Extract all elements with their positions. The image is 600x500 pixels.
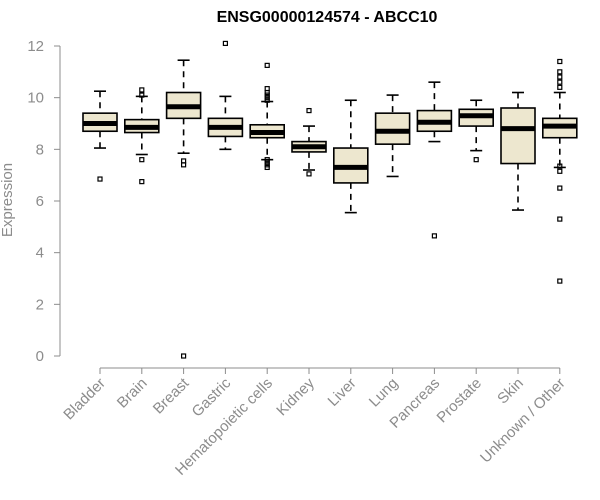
- box-group: [207, 40, 244, 151]
- box-group: [124, 87, 160, 185]
- outlier-point: [139, 179, 145, 185]
- outlier-point: [557, 168, 563, 174]
- box-group: [374, 94, 411, 178]
- y-tick-label: 10: [27, 90, 44, 107]
- outlier-point: [431, 233, 437, 239]
- box-group: [500, 91, 536, 211]
- chart-title: ENSG00000124574 - ABCC10: [217, 9, 438, 26]
- outlier-point: [306, 107, 312, 114]
- outlier-point: [264, 157, 270, 163]
- outlier-point: [557, 278, 563, 284]
- box-group: [165, 59, 202, 359]
- outlier-point: [181, 353, 187, 359]
- x-tick-label: Lung: [366, 375, 402, 411]
- boxes-group: [82, 40, 578, 359]
- x-tick-label: Kidney: [273, 374, 318, 419]
- x-tick-label: Prostate: [433, 375, 485, 427]
- x-tick-label: Liver: [325, 375, 360, 410]
- outlier-point: [139, 87, 145, 93]
- y-tick-label: 2: [36, 296, 44, 313]
- box-group: [291, 107, 327, 177]
- outlier-point: [181, 158, 187, 164]
- box-group: [458, 99, 495, 163]
- outlier-point: [473, 157, 479, 163]
- outlier-point: [306, 171, 312, 177]
- outlier-point: [222, 40, 228, 47]
- outlier-point: [97, 176, 103, 182]
- y-axis: 0 2 4 6 8 10 12: [27, 38, 61, 365]
- box-group: [82, 90, 118, 182]
- x-tick-label: Breast: [150, 374, 193, 417]
- y-tick-label: 8: [36, 141, 44, 158]
- outlier-point: [557, 163, 563, 169]
- outlier-point: [557, 69, 563, 75]
- y-tick-label: 4: [36, 245, 44, 262]
- outlier-point: [264, 86, 270, 92]
- outlier-point: [557, 79, 563, 85]
- outlier-point: [557, 74, 563, 80]
- iqr-box: [500, 107, 536, 165]
- x-tick-label: Brain: [114, 375, 151, 412]
- y-tick-label: 12: [27, 38, 44, 55]
- box-group: [416, 81, 453, 239]
- outlier-point: [557, 84, 563, 90]
- box-group: [249, 62, 285, 171]
- x-tick-label: Skin: [494, 375, 527, 408]
- outlier-point: [557, 185, 563, 191]
- y-axis-label: Expression: [0, 163, 16, 237]
- box-group: [332, 99, 369, 214]
- y-tick-label: 6: [36, 193, 44, 210]
- outlier-point: [557, 58, 563, 65]
- outlier-point: [557, 216, 563, 222]
- box-group: [541, 58, 578, 284]
- outlier-point: [264, 62, 270, 68]
- y-tick-label: 0: [36, 348, 44, 365]
- outlier-point: [139, 157, 145, 163]
- iqr-box: [374, 112, 411, 145]
- x-tick-label: Bladder: [60, 375, 109, 424]
- outlier-point: [139, 92, 145, 98]
